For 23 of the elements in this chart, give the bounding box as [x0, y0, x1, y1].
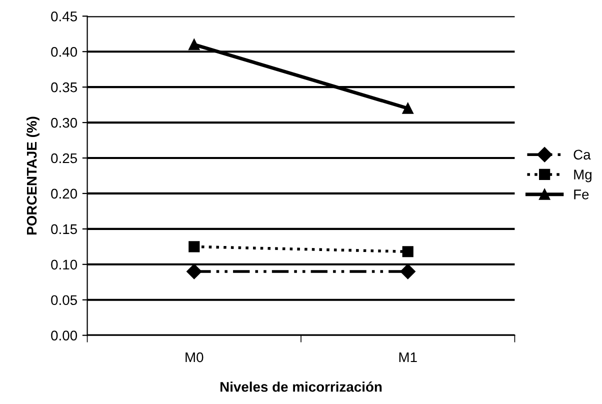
point	[188, 38, 200, 50]
point	[402, 102, 414, 114]
y-tick-label: 0.40	[51, 46, 78, 57]
y-tick-label: 0.35	[51, 82, 77, 92]
point	[400, 264, 416, 280]
y-tick-label: 0.05	[51, 295, 77, 306]
y-tick-label: 0.20	[51, 188, 78, 199]
y-tick-label: 0.30	[51, 118, 78, 128]
y-tick-label: 0.25	[51, 153, 77, 164]
y-axis-title: PORCENTAJE (%)	[26, 116, 40, 234]
x-tick-label: M0	[186, 352, 204, 362]
y-tick-label: 0.45	[51, 11, 77, 22]
x-tick-label: M1	[399, 352, 417, 362]
y-tick-label: 0.10	[51, 260, 78, 270]
legend-label: Ca	[574, 150, 591, 160]
point	[188, 241, 200, 252]
point	[186, 264, 202, 280]
legend-label: Fe	[574, 190, 589, 200]
y-tick-label: 0.00	[51, 330, 78, 340]
y-tick-label: 0.15	[51, 224, 77, 234]
x-axis-title: Niveles de micorrización	[220, 381, 382, 392]
legend-label: Mg	[574, 170, 592, 182]
point	[402, 246, 414, 258]
